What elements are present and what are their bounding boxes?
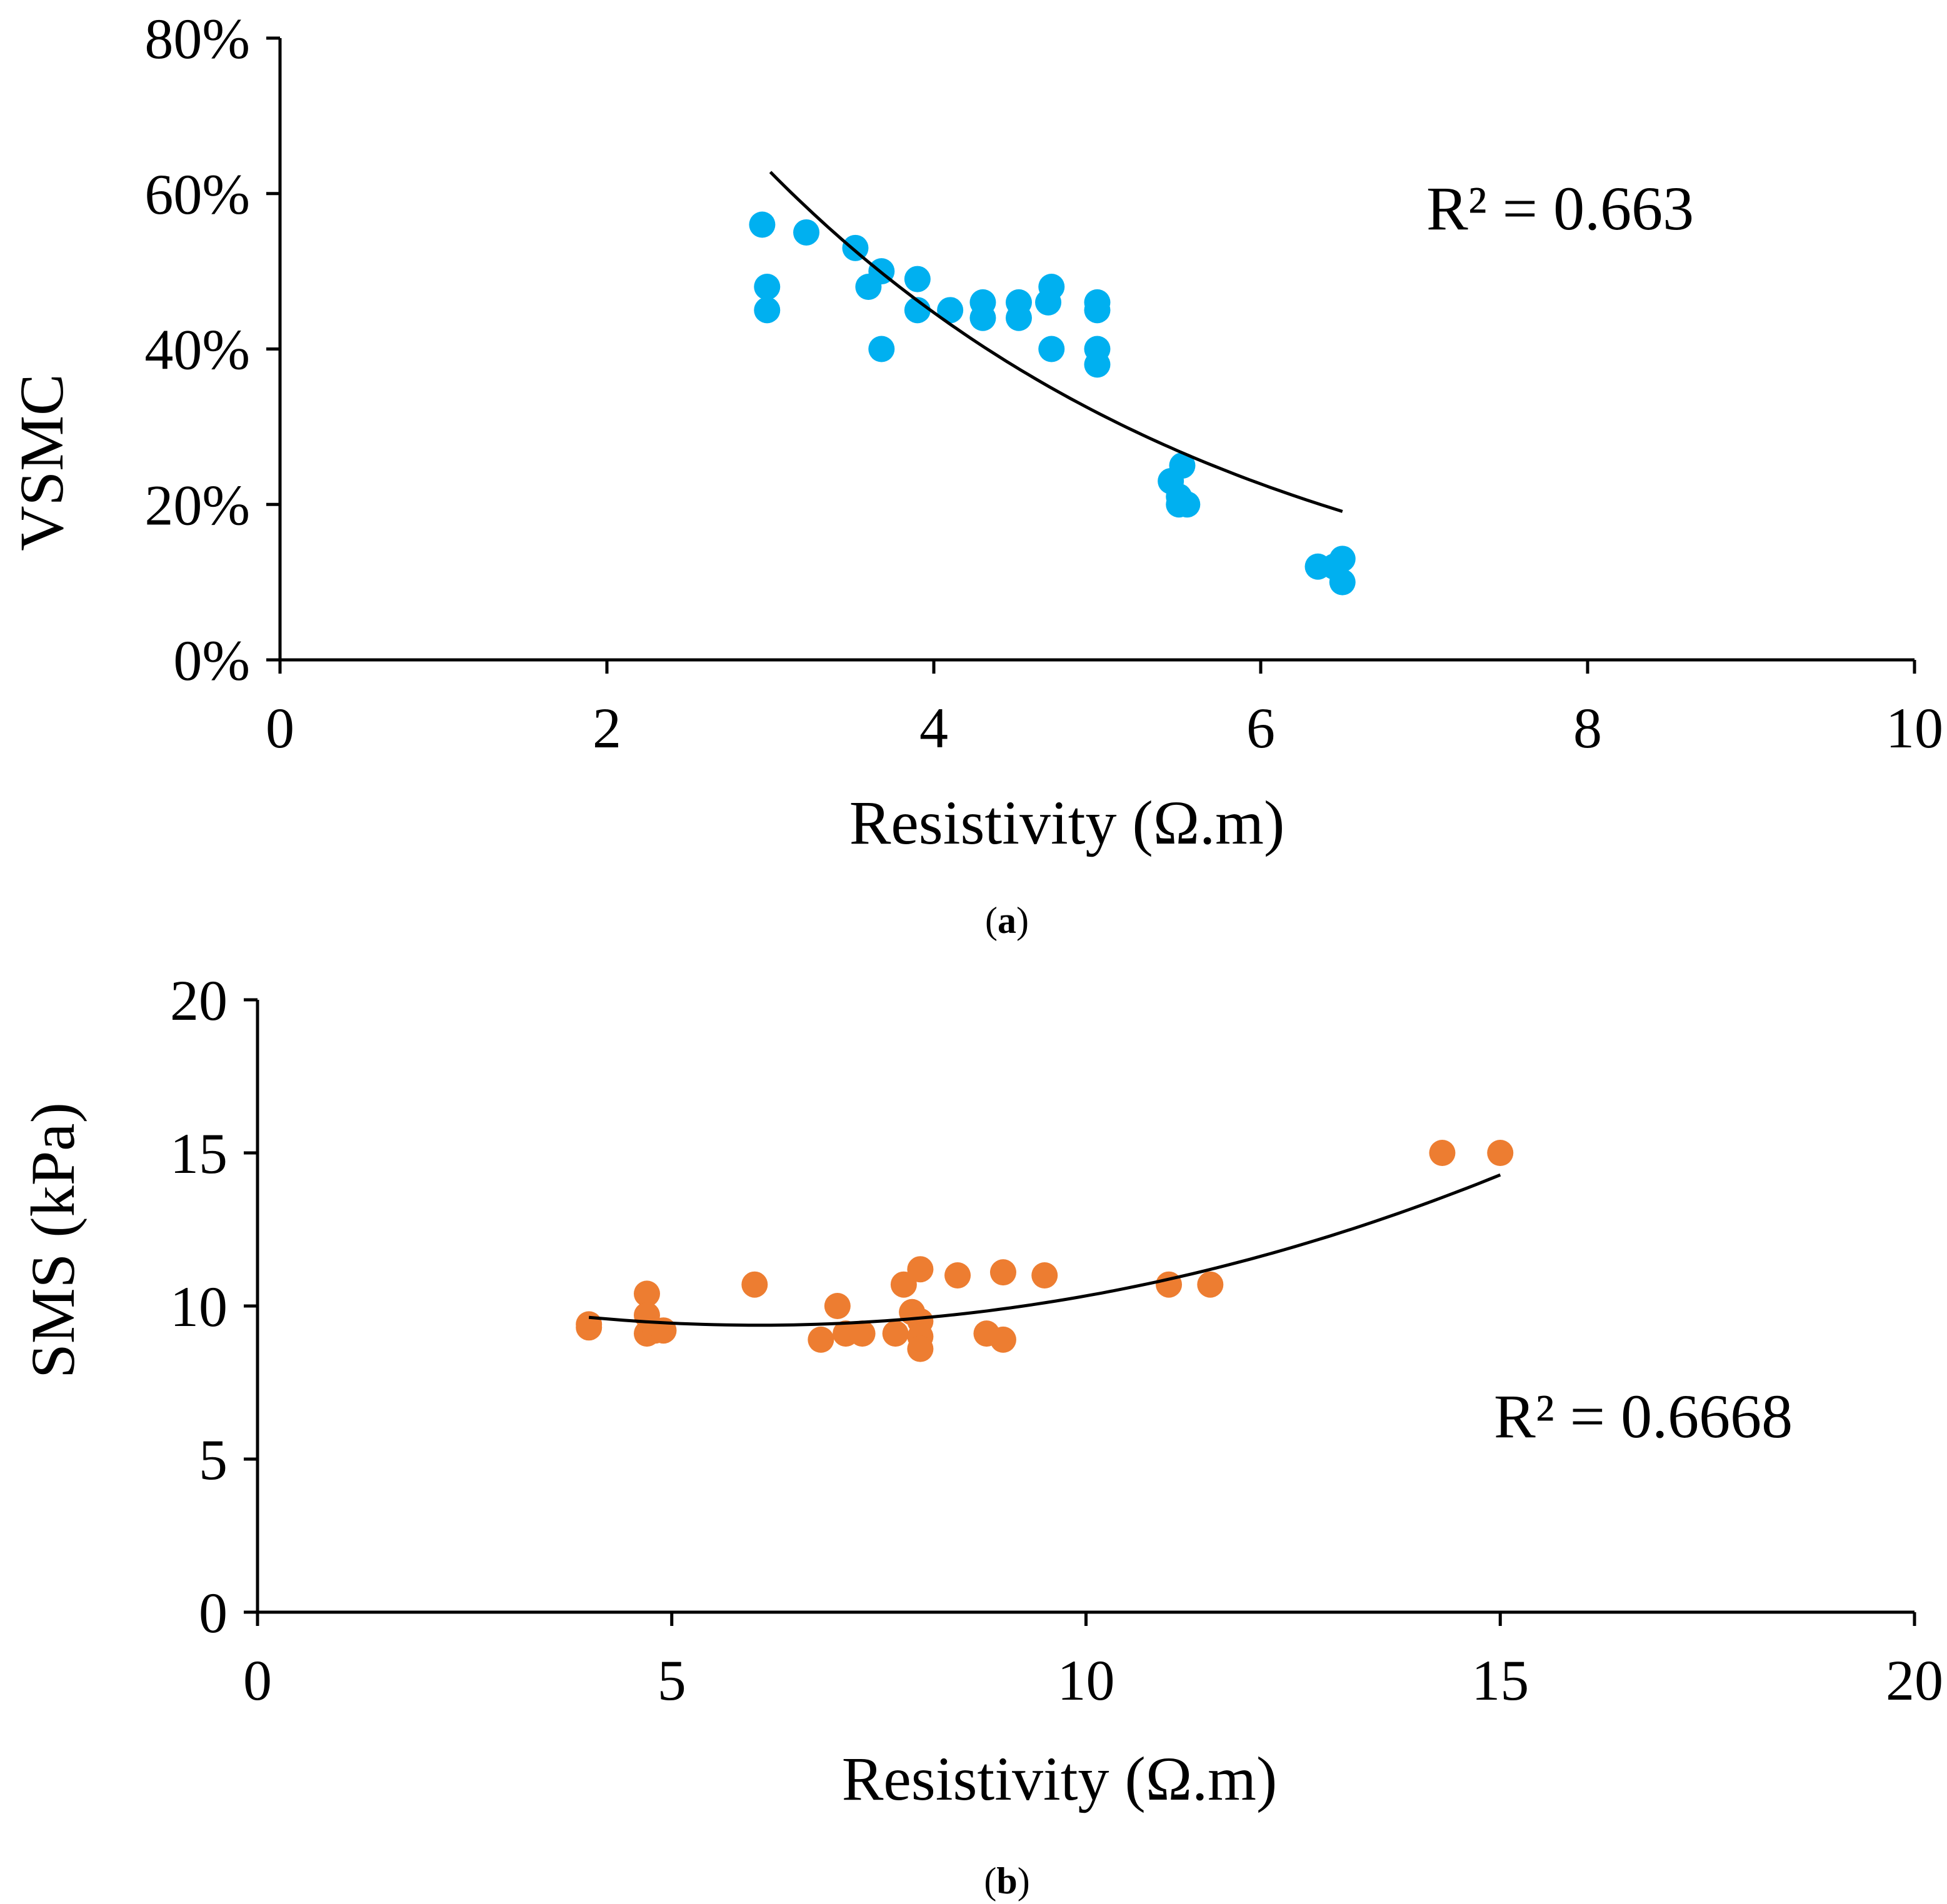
chart-a-point bbox=[1329, 546, 1356, 572]
chart-b-point bbox=[1487, 1140, 1514, 1166]
chart-b-point bbox=[576, 1314, 603, 1341]
chart-b-point bbox=[907, 1256, 934, 1283]
chart-a-y-ticks: 0% 20% 40% 60% 80% bbox=[144, 7, 280, 692]
chart-b-point bbox=[989, 1259, 1016, 1286]
chart-b-points bbox=[576, 1140, 1514, 1362]
chart-a-y-tick-label: 60% bbox=[144, 162, 250, 226]
chart-b-x-tick-label: 20 bbox=[1886, 1648, 1943, 1712]
chart-a: 0% 20% 40% 60% 80% 0 2 4 6 8 10 R² = 0.663 Resist… bbox=[7, 7, 1943, 941]
chart-b-point bbox=[882, 1320, 909, 1347]
chart-a-point bbox=[1084, 297, 1111, 324]
chart-a-point bbox=[904, 266, 931, 292]
chart-a-points bbox=[749, 211, 1356, 596]
chart-a-y-tick-label: 20% bbox=[144, 473, 250, 537]
chart-b-point bbox=[890, 1271, 917, 1298]
chart-a-point bbox=[1329, 569, 1356, 596]
chart-b-y-tick-label: 15 bbox=[170, 1122, 228, 1185]
chart-a-y-axis-label: VSMC bbox=[7, 374, 76, 551]
chart-b-caption: (b) bbox=[984, 1860, 1029, 1902]
chart-b-y-tick-label: 10 bbox=[170, 1275, 228, 1338]
chart-a-x-tick-label: 0 bbox=[266, 696, 294, 760]
chart-b-point bbox=[1156, 1271, 1183, 1298]
chart-b-point bbox=[1197, 1271, 1224, 1298]
chart-a-caption-letter: a bbox=[998, 900, 1016, 941]
chart-a-x-axis-label: Resistivity (Ω.m) bbox=[849, 788, 1285, 857]
chart-a-r2-label: R² = 0.663 bbox=[1426, 174, 1694, 243]
chart-b-point bbox=[944, 1262, 971, 1288]
chart-b-x-tick-label: 15 bbox=[1471, 1648, 1529, 1712]
chart-a-x-tick-label: 6 bbox=[1246, 696, 1275, 760]
chart-a-y-tick-label: 0% bbox=[173, 629, 250, 692]
chart-b-x-tick-label: 10 bbox=[1058, 1648, 1115, 1712]
chart-b-r2-label: R² = 0.6668 bbox=[1494, 1382, 1793, 1451]
chart-a-point bbox=[1084, 351, 1111, 378]
chart-a-point bbox=[868, 336, 895, 362]
chart-b-axes bbox=[256, 1000, 1914, 1614]
chart-a-point bbox=[1169, 452, 1196, 479]
chart-a-caption: (a) bbox=[985, 900, 1029, 941]
chart-b-point bbox=[808, 1326, 834, 1353]
chart-b-caption-letter: b bbox=[996, 1860, 1017, 1902]
chart-b-x-ticks: 0 5 10 15 20 bbox=[243, 1612, 1943, 1712]
chart-b-x-tick-label: 5 bbox=[658, 1648, 686, 1712]
chart-b-point bbox=[824, 1293, 851, 1319]
chart-a-x-tick-label: 4 bbox=[919, 696, 948, 760]
chart-b-y-tick-label: 20 bbox=[170, 969, 228, 1032]
chart-a-point bbox=[754, 274, 781, 300]
chart-a-point bbox=[969, 304, 996, 331]
chart-b-y-tick-label: 5 bbox=[199, 1428, 228, 1492]
chart-a-point bbox=[842, 234, 869, 261]
chart-a-point bbox=[1038, 336, 1065, 362]
chart-b-point bbox=[989, 1326, 1016, 1353]
chart-a-y-tick-label: 80% bbox=[144, 7, 250, 71]
chart-a-point bbox=[1174, 491, 1201, 518]
chart-a-point bbox=[1038, 274, 1065, 300]
chart-b-y-axis-label: SMS (kPa) bbox=[18, 1102, 88, 1378]
chart-a-point bbox=[1005, 304, 1032, 331]
chart-b-y-ticks: 0 5 10 15 20 bbox=[170, 969, 258, 1645]
chart-b-point bbox=[633, 1280, 660, 1307]
chart-b-trendline bbox=[588, 1173, 1501, 1327]
chart-a-x-tick-label: 2 bbox=[593, 696, 621, 760]
chart-a-y-tick-label: 40% bbox=[144, 318, 250, 382]
chart-a-trendline bbox=[769, 171, 1343, 513]
chart-a-x-ticks: 0 2 4 6 8 10 bbox=[266, 660, 1943, 760]
chart-b: 0 5 10 15 20 0 5 10 15 20 R² = 0.6668 Resistivit… bbox=[18, 969, 1943, 1902]
chart-b-point bbox=[849, 1320, 876, 1347]
chart-b-point bbox=[1429, 1140, 1456, 1166]
chart-a-point bbox=[937, 297, 964, 324]
chart-b-point bbox=[741, 1271, 768, 1298]
chart-b-point bbox=[1031, 1262, 1058, 1288]
chart-a-point bbox=[754, 297, 781, 324]
chart-a-point bbox=[793, 219, 820, 246]
chart-b-x-tick-label: 0 bbox=[243, 1648, 272, 1712]
chart-b-x-axis-label: Resistivity (Ω.m) bbox=[842, 1744, 1278, 1813]
chart-a-x-tick-label: 10 bbox=[1886, 696, 1943, 760]
chart-a-x-tick-label: 8 bbox=[1573, 696, 1602, 760]
chart-a-point bbox=[749, 211, 776, 238]
chart-b-y-tick-label: 0 bbox=[199, 1581, 228, 1645]
chart-b-point bbox=[907, 1335, 934, 1362]
